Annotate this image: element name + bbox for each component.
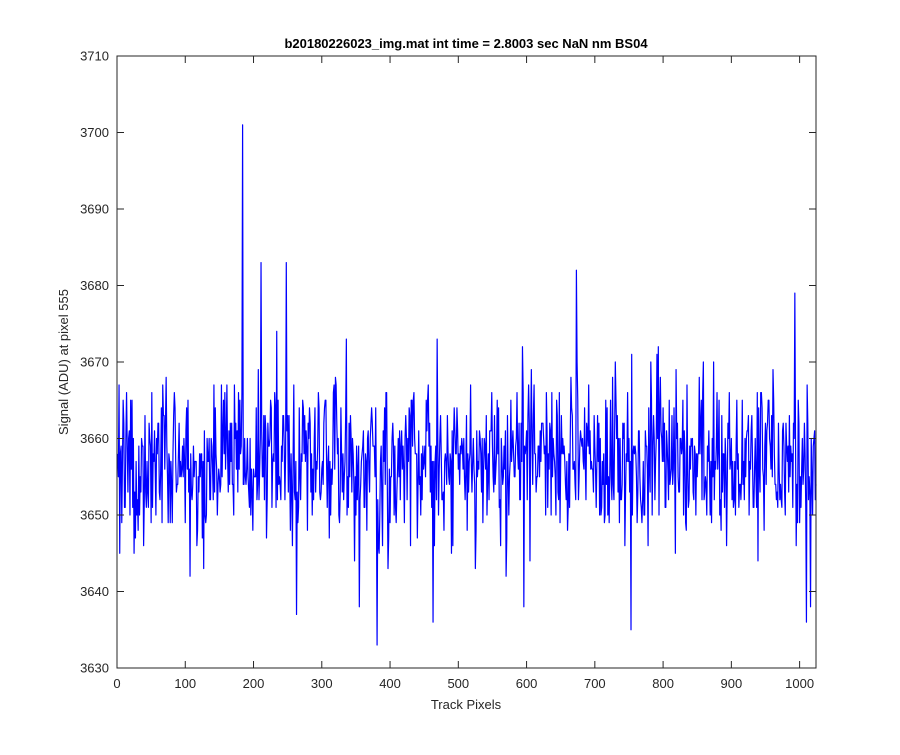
y-tick-label: 3630	[80, 661, 109, 676]
y-tick-label: 3670	[80, 355, 109, 370]
y-tick-label: 3650	[80, 508, 109, 523]
y-axis-label: Signal (ADU) at pixel 555	[56, 289, 71, 435]
x-tick-label: 500	[447, 676, 469, 691]
chart-title: b20180226023_img.mat int time = 2.8003 s…	[284, 36, 648, 51]
x-tick-label: 0	[113, 676, 120, 691]
x-tick-label: 400	[379, 676, 401, 691]
x-tick-label: 100	[174, 676, 196, 691]
x-tick-label: 200	[243, 676, 265, 691]
y-axis: 3630 3640 3650 3660 3670 3680 3690 3700 3710	[80, 49, 816, 676]
x-tick-label: 900	[721, 676, 743, 691]
x-tick-label: 300	[311, 676, 333, 691]
y-tick-label: 3680	[80, 278, 109, 293]
x-tick-label: 600	[516, 676, 538, 691]
y-tick-label: 3660	[80, 431, 109, 446]
plot-area	[117, 56, 816, 668]
y-tick-label: 3710	[80, 49, 109, 64]
x-tick-label: 800	[652, 676, 674, 691]
x-axis: 0 100 200 300 400 500 600 700 800 900 1000	[113, 56, 814, 691]
x-tick-label: 1000	[785, 676, 814, 691]
y-tick-label: 3640	[80, 584, 109, 599]
series-line	[117, 124, 817, 646]
y-tick-label: 3700	[80, 125, 109, 140]
y-tick-label: 3690	[80, 202, 109, 217]
x-axis-label: Track Pixels	[431, 697, 502, 712]
x-tick-label: 700	[584, 676, 606, 691]
